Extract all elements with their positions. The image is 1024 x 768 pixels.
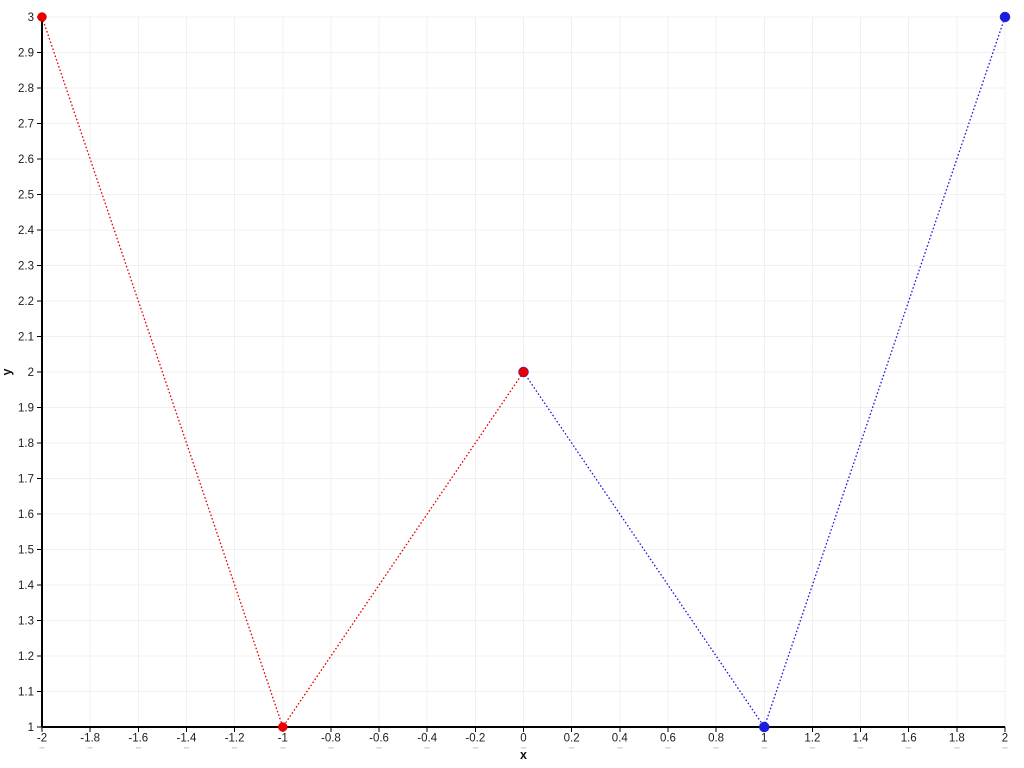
x-tick-label: 0.6	[660, 733, 676, 745]
y-tick-label: 1.9	[18, 403, 34, 415]
x-tick-label-dash	[521, 747, 526, 749]
x-tick-label: 0.4	[612, 733, 629, 745]
y-tick-label: 2.4	[18, 225, 35, 237]
y-tick-label: 2.7	[18, 119, 34, 131]
x-tick-label-dash	[713, 747, 719, 749]
y-tick-label: 2.9	[18, 48, 34, 60]
y-tick-label: 1.5	[18, 545, 34, 557]
y-tick-label: 2	[28, 367, 34, 379]
y-tick-label: 1.2	[18, 651, 34, 663]
x-tick-label-dash	[858, 747, 864, 749]
x-tick-label: 1.4	[853, 733, 870, 745]
y-tick-label: 1	[28, 722, 34, 734]
x-tick-label-dash	[135, 747, 141, 749]
y-tick-label: 2.3	[18, 261, 34, 273]
y-tick-label: 2.8	[18, 83, 34, 95]
gridlines	[42, 16, 1006, 727]
x-tick-label: 1.8	[949, 733, 965, 745]
x-tick-label: 1	[761, 733, 767, 745]
x-tick-label-dash	[376, 747, 382, 749]
y-tick-label: 3	[28, 12, 34, 24]
x-tick-label-dash	[39, 747, 45, 749]
x-tick-label: 0.2	[564, 733, 580, 745]
x-tick-label-dash	[328, 747, 334, 749]
y-axis-title: y	[0, 368, 14, 375]
x-tick-label-dash	[183, 747, 189, 749]
x-tick-label-dash	[954, 747, 960, 749]
data-series	[37, 11, 1011, 733]
data-point-marker	[999, 11, 1011, 23]
x-tick-label: -1.2	[225, 733, 245, 745]
y-tick-label: 1.1	[18, 687, 34, 699]
y-tick-label: 1.4	[18, 580, 35, 592]
x-tick-label-dash	[472, 747, 478, 749]
y-tick-label: 2.6	[18, 154, 34, 166]
y-tick-label: 1.7	[18, 474, 34, 486]
data-point-marker	[37, 12, 47, 22]
y-tick-label: 2.2	[18, 296, 34, 308]
y-axis-ticks: 1 1.1 1.2 1.3 1.4 1.5 1.6 1.7 1.8 1.9 2 2.1 2.2 2.3 2.…	[18, 12, 42, 734]
x-tick-label: -2	[37, 733, 47, 745]
x-axis-ticks: -2 -1.8 -1.6 -1.4 -1.2 -1 -0.8 -0.6 -0.4 -0.2 0 0.2…	[37, 727, 1008, 749]
series-line	[522, 16, 1006, 729]
data-point-marker	[759, 721, 770, 733]
y-tick-label: 1.3	[18, 616, 34, 628]
x-tick-label: -0.4	[417, 733, 437, 745]
x-tick-label: -1.4	[177, 733, 197, 745]
x-tick-label-dash	[87, 747, 93, 749]
x-tick-label: 1.6	[901, 733, 917, 745]
x-tick-label: 0.8	[708, 733, 724, 745]
x-tick-label: -1	[278, 733, 288, 745]
x-axis-title: x	[520, 748, 527, 762]
data-point-marker	[518, 367, 529, 377]
data-point-marker	[278, 722, 288, 732]
x-tick-label-dash	[1002, 747, 1008, 749]
x-tick-label-dash	[569, 747, 575, 749]
x-tick-label-dash	[761, 747, 767, 749]
x-tick-label: -1.8	[80, 733, 100, 745]
x-tick-label-dash	[232, 747, 238, 749]
x-tick-label-dash	[424, 747, 430, 749]
x-tick-label: 1.2	[804, 733, 820, 745]
y-tick-label: 2.5	[18, 190, 34, 202]
x-tick-label: -0.2	[465, 733, 485, 745]
x-tick-label: 0	[520, 733, 526, 745]
x-tick-label: -0.6	[369, 733, 389, 745]
x-tick-label-dash	[809, 747, 815, 749]
series-red-segment	[37, 12, 529, 732]
x-tick-label: -0.8	[321, 733, 341, 745]
x-tick-label: -1.6	[128, 733, 148, 745]
x-tick-label-dash	[906, 747, 912, 749]
x-tick-label-dash	[280, 747, 286, 749]
x-tick-label-dash	[665, 747, 671, 749]
x-tick-label: 2	[1002, 733, 1008, 745]
y-tick-label: 1.8	[18, 438, 34, 450]
x-tick-label-dash	[617, 747, 623, 749]
y-tick-label: 2.1	[18, 332, 34, 344]
axes	[41, 17, 1005, 728]
y-tick-label: 1.6	[18, 509, 34, 521]
